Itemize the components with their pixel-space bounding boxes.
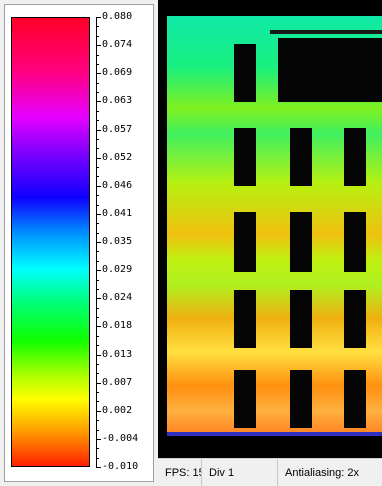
scale-tick-label: 0.080: [102, 11, 133, 22]
window: [234, 212, 256, 272]
scale-tick-label: 0.052: [102, 151, 133, 163]
scale-minor-tick: [96, 195, 99, 197]
scale-minor-tick: [96, 317, 99, 318]
window: [290, 370, 312, 428]
scale-minor-tick: [96, 120, 99, 122]
scale-minor-tick: [96, 232, 99, 234]
scale-tick-label: -0.004: [102, 432, 139, 444]
fps-indicator: FPS: 15: [158, 459, 202, 486]
window: [290, 212, 312, 272]
scale-tick: [96, 438, 101, 440]
color-scale-frame: 0.080 0.074 0.069 0.063 0.057 0.052 0.046 0.041…: [4, 4, 154, 482]
scale-tick: [96, 17, 101, 18]
scale-tick: [96, 213, 101, 215]
scale-minor-tick: [96, 223, 99, 225]
scale-minor-tick: [96, 251, 99, 253]
scale-minor-tick: [96, 363, 99, 365]
scale-tick-label: 0.024: [102, 292, 133, 304]
scale-minor-tick: [96, 54, 99, 56]
scale-tick: [96, 101, 101, 103]
div-indicator: Div 1: [202, 459, 278, 486]
scale-minor-tick: [96, 26, 99, 28]
color-scale-gradient: [11, 17, 90, 467]
scale-tick-label: 0.074: [102, 39, 133, 51]
scale-tick-label: 0.046: [102, 179, 133, 191]
scale-tick: [96, 45, 101, 47]
color-scale-panel: 0.080 0.074 0.069 0.063 0.057 0.052 0.046 0.041…: [0, 0, 158, 486]
scale-tick: [96, 326, 101, 328]
scale-tick: [96, 270, 101, 272]
scale-tick: [96, 242, 101, 243]
scale-minor-tick: [96, 138, 99, 140]
window: [290, 290, 312, 348]
scale-tick: [96, 382, 101, 384]
scale-minor-tick: [96, 429, 99, 431]
scale-minor-tick: [96, 373, 99, 375]
scale-minor-tick: [96, 345, 99, 347]
scale-tick: [96, 298, 101, 300]
scale-tick: [96, 73, 101, 75]
window: [278, 38, 382, 102]
scale-minor-tick: [96, 82, 99, 84]
window: [344, 128, 366, 186]
window: [344, 290, 366, 348]
window: [290, 128, 312, 186]
window: [344, 212, 366, 272]
scale-tick: [96, 410, 101, 412]
scale-tick-label: 0.035: [102, 236, 133, 247]
scale-tick-label: 0.069: [102, 67, 133, 79]
scale-minor-tick: [96, 148, 99, 150]
point-cloud-viewport[interactable]: [158, 0, 382, 458]
scale-minor-tick: [96, 457, 99, 459]
scale-tick: [96, 354, 101, 356]
scale-minor-tick: [96, 392, 99, 393]
scale-minor-tick: [96, 335, 99, 337]
scale-minor-tick: [96, 448, 99, 450]
scale-minor-tick: [96, 204, 99, 206]
window: [234, 370, 256, 428]
ground-edge: [167, 432, 382, 436]
scale-tick: [96, 157, 101, 159]
window: [234, 128, 256, 186]
scale-minor-tick: [96, 401, 99, 403]
scale-tick: [96, 185, 101, 187]
scale-tick-label: 0.007: [102, 376, 133, 388]
scale-minor-tick: [96, 110, 99, 112]
scale-tick-label: 0.029: [102, 264, 133, 276]
roof-edge: [270, 30, 382, 34]
scale-tick-label: 0.018: [102, 320, 133, 332]
scale-minor-tick: [96, 288, 99, 290]
scale-tick-label: 0.013: [102, 348, 133, 360]
scale-tick-label: 0.057: [102, 123, 133, 135]
scale-tick-label: -0.010: [102, 461, 139, 472]
scale-tick-label: 0.002: [102, 404, 133, 416]
scale-minor-tick: [96, 260, 99, 262]
scale-minor-tick: [96, 420, 99, 422]
scale-minor-tick: [96, 307, 99, 309]
scale-tick-label: 0.041: [102, 207, 133, 219]
scale-minor-tick: [96, 35, 99, 37]
scale-tick-label: 0.063: [102, 95, 133, 107]
window: [234, 44, 256, 102]
scale-minor-tick: [96, 92, 99, 93]
scale-tick: [96, 467, 101, 468]
window: [344, 370, 366, 428]
scale-minor-tick: [96, 176, 99, 178]
scale-minor-tick: [96, 279, 99, 281]
window: [234, 290, 256, 348]
antialiasing-indicator: Antialiasing: 2x: [285, 467, 359, 479]
scale-minor-tick: [96, 167, 99, 168]
status-bar: FPS: 15 Div 1 Antialiasing: 2x: [158, 458, 382, 486]
scale-tick: [96, 129, 101, 131]
scale-minor-tick: [96, 63, 99, 65]
